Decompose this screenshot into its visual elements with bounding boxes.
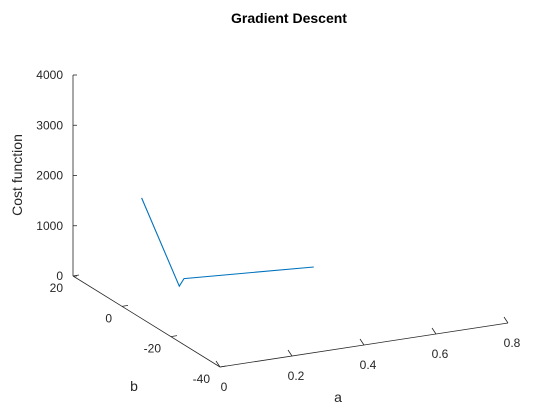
b-tick-label: 20 bbox=[50, 281, 64, 295]
chart-title: Gradient Descent bbox=[231, 10, 347, 26]
b-tick-mark bbox=[121, 304, 129, 307]
b-tick-mark bbox=[219, 365, 227, 368]
z-tick-label: 0 bbox=[56, 269, 63, 283]
a-tick-mark bbox=[359, 338, 365, 346]
z-tick-label: 4000 bbox=[36, 68, 63, 82]
a-tick-label: 0.2 bbox=[288, 369, 305, 383]
a-axis-label: a bbox=[334, 389, 342, 405]
z-tick-label: 1000 bbox=[36, 219, 63, 233]
descent-path-line bbox=[141, 197, 314, 288]
a-tick-mark bbox=[503, 316, 509, 324]
a-tick-mark bbox=[215, 360, 221, 368]
b-tick-label: 0 bbox=[105, 311, 112, 325]
b-tick-mark bbox=[170, 335, 178, 338]
b-tick-mark bbox=[72, 274, 80, 277]
z-axis-label: Cost function bbox=[9, 134, 25, 216]
b-tick-label: -40 bbox=[193, 372, 211, 386]
a-tick-label: 0.4 bbox=[360, 358, 377, 372]
a-tick-label: 0.8 bbox=[504, 336, 521, 350]
b-axis-label: b bbox=[130, 378, 138, 394]
b-axis-line bbox=[72, 275, 221, 368]
b-tick-label: -20 bbox=[144, 342, 162, 356]
a-tick-mark bbox=[287, 349, 293, 357]
z-tick-label: 3000 bbox=[36, 118, 63, 132]
z-tick-label: 2000 bbox=[36, 169, 63, 183]
axes-3d bbox=[72, 75, 509, 368]
a-tick-label: 0 bbox=[221, 380, 228, 394]
a-tick-label: 0.6 bbox=[432, 347, 449, 361]
a-tick-mark bbox=[431, 327, 437, 335]
